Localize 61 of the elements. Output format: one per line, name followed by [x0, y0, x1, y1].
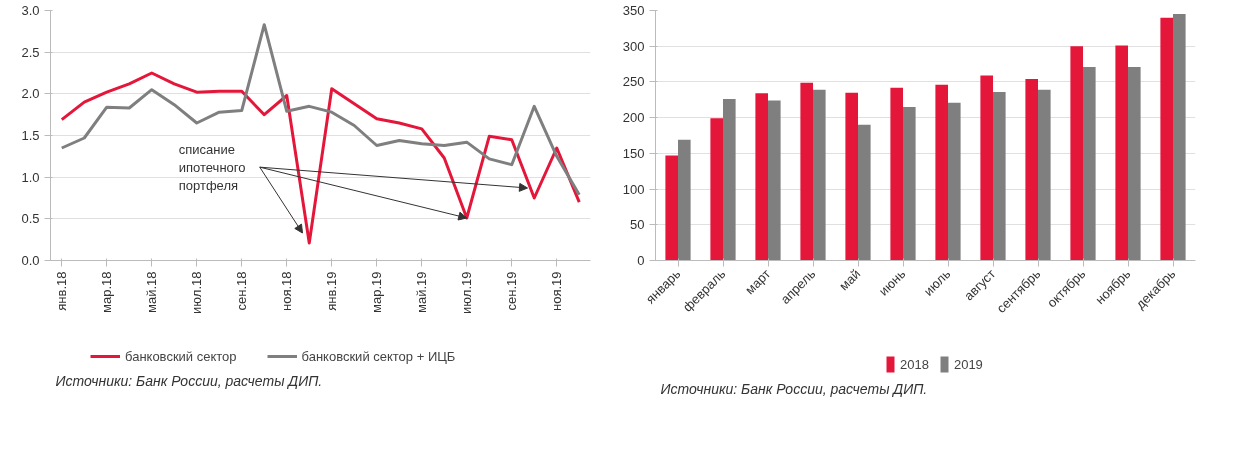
y-tick-label: 1.0 [21, 169, 40, 185]
bar [1070, 46, 1083, 261]
y-tick-label: 2.0 [21, 86, 40, 102]
bar [845, 92, 858, 261]
x-tick-label: мар.19 [369, 271, 385, 313]
y-tick-label: 150 [622, 145, 645, 161]
bar [1025, 79, 1038, 261]
x-tick-label: янв.19 [324, 271, 340, 311]
bar [813, 89, 826, 261]
bar [800, 82, 813, 261]
bar [935, 84, 948, 261]
bar [1115, 45, 1128, 261]
bar [710, 118, 723, 261]
bar [890, 87, 903, 261]
y-tick-label: 50 [630, 217, 645, 233]
legend-label: 2019 [953, 356, 983, 372]
bar [948, 102, 961, 261]
bar [768, 100, 781, 261]
bar [980, 75, 993, 261]
x-tick-label: ноя.18 [279, 271, 295, 312]
y-tick-label: 2.5 [21, 44, 40, 60]
y-tick-label: 3.0 [21, 3, 40, 18]
bar [665, 155, 678, 261]
y-tick-label: 250 [622, 74, 645, 90]
text: Источники: Банк России, расчеты ДИП. [660, 380, 928, 397]
bar [1038, 89, 1051, 261]
x-tick-label: сен.18 [234, 271, 250, 311]
bar [903, 106, 916, 261]
bar [858, 124, 871, 261]
y-tick-label: 0 [637, 253, 645, 268]
y-tick-label: 0.0 [21, 253, 40, 268]
x-tick-label: май [836, 266, 864, 294]
x-tick-label: июл.19 [459, 271, 475, 314]
bar [678, 139, 691, 261]
y-tick-label: 300 [622, 38, 645, 54]
bar [723, 99, 736, 261]
bar [1128, 66, 1141, 261]
x-tick-label: май.19 [414, 271, 430, 313]
x-tick-label: мар.18 [99, 271, 115, 313]
y-tick-label: 200 [622, 110, 645, 126]
y-tick-label: 100 [622, 181, 645, 197]
line-series [60, 23, 581, 197]
annotation: списание ипотечного портфеля [178, 142, 246, 194]
line-series [60, 71, 581, 245]
x-tick-label: сен.19 [504, 271, 520, 311]
y-tick-label: 350 [622, 3, 645, 18]
bar [993, 91, 1006, 261]
bar [1083, 66, 1096, 261]
x-tick-label: июл.18 [189, 271, 205, 314]
x-tick-label: янв.18 [54, 271, 70, 311]
legend-label: банковский сектор + ИЦБ [301, 348, 456, 364]
text: Источники: Банк России, расчеты ДИП. [55, 372, 323, 389]
y-tick-label: 0.5 [21, 211, 40, 227]
y-tick-label: 1.5 [21, 128, 40, 143]
bar [1160, 17, 1173, 261]
legend-label: банковский сектор [125, 348, 237, 364]
x-tick-label: ноя.19 [549, 271, 565, 312]
legend-label: 2018 [900, 356, 929, 372]
bar [755, 93, 768, 261]
x-tick-label: май.18 [144, 271, 160, 313]
bar [1173, 14, 1186, 261]
